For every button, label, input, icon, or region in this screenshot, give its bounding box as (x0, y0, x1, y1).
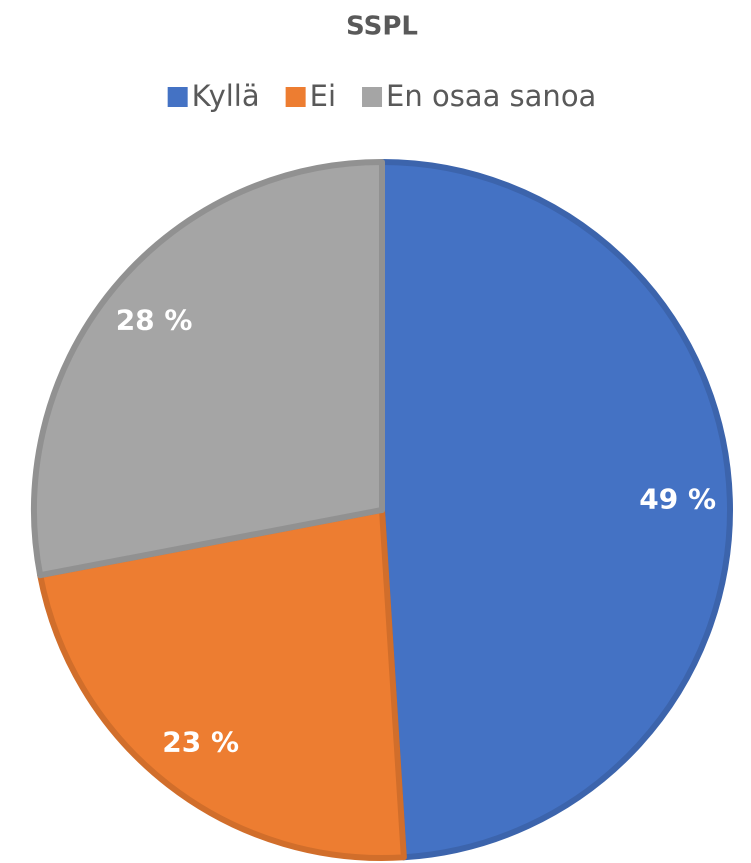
legend-label: Ei (310, 79, 336, 113)
data-label: 28 % (116, 303, 193, 336)
legend-swatch (285, 87, 306, 107)
legend-label: Kyllä (192, 79, 260, 113)
pie-slice (31, 159, 385, 579)
legend: Kyllä Ei En osaa sanoa (167, 79, 596, 113)
legend-swatch (167, 87, 188, 107)
legend-label: En osaa sanoa (386, 79, 596, 113)
data-label: 49 % (639, 483, 716, 516)
pie-slice (37, 507, 407, 861)
chart-title: SSPL (346, 12, 418, 42)
data-label: 23 % (162, 726, 239, 759)
pie: 49 % 23 % 28 % (31, 159, 733, 861)
pie-slice (379, 159, 733, 861)
legend-swatch (362, 87, 383, 107)
